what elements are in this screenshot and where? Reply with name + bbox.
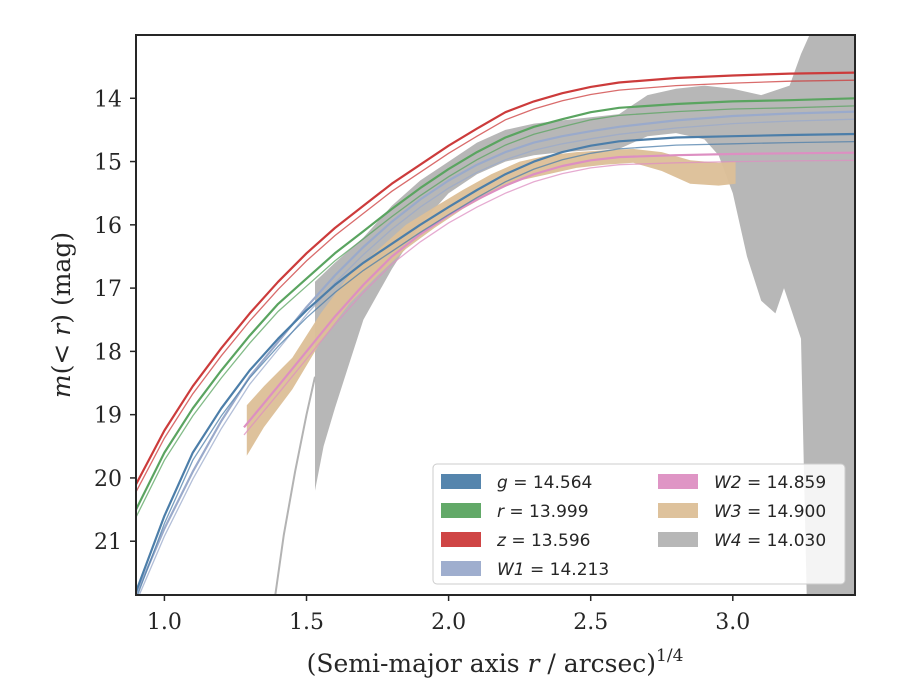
x-axis: 1.0 1.5 2.0 2.5 3.0 [147, 595, 750, 635]
legend-swatch-w3 [658, 503, 698, 518]
series-band-edge-g [136, 140, 855, 595]
y-tick-label: 19 [94, 404, 122, 429]
legend-label-w4: W4 = 14.030 [714, 531, 826, 551]
y-tick-label: 14 [94, 87, 122, 112]
series-line-w1 [136, 110, 855, 595]
series-band-w3 [246, 148, 736, 456]
y-axis: 14 15 16 17 18 19 20 21 [94, 87, 136, 555]
y-tick-label: 17 [94, 277, 122, 302]
x-axis-label: (Semi-major axis r / arcsec)1/4 [307, 646, 684, 678]
x-tick-label: 2.0 [431, 610, 466, 635]
series-line-w2 [243, 151, 855, 429]
series-band-w4 [315, 35, 855, 595]
axes-frame [135, 34, 856, 596]
series-band-edge-r [136, 105, 855, 518]
legend-swatch-r [441, 503, 481, 518]
series-line-z [136, 71, 855, 485]
series-band-edge-w1 [138, 118, 855, 595]
series-line-g [136, 132, 855, 593]
y-tick-label: 20 [94, 467, 122, 492]
legend-label-z: z = 13.596 [496, 531, 590, 551]
y-axis-label: m(< r) (mag) [47, 232, 76, 398]
series-line-w4-extension [274, 376, 316, 595]
y-tick-label: 21 [94, 530, 122, 555]
y-tick-label: 16 [94, 214, 122, 239]
x-tick-label: 1.0 [147, 610, 182, 635]
legend-label-g: g = 14.564 [497, 473, 592, 493]
legend-swatch-g [441, 474, 481, 489]
legend-label-w2: W2 = 14.859 [714, 473, 826, 493]
legend-label-w1: W1 = 14.213 [497, 560, 609, 580]
legend-swatch-w1 [441, 561, 481, 576]
y-tick-label: 15 [94, 151, 122, 176]
y-tick-label: 18 [94, 340, 122, 365]
legend-swatch-w4 [658, 532, 698, 547]
legend-label-r: r = 13.999 [497, 502, 589, 522]
x-tick-label: 1.5 [289, 610, 324, 635]
x-tick-label: 2.5 [573, 610, 608, 635]
series-band-edge-z [136, 79, 855, 493]
plot-area [136, 35, 855, 595]
legend: g = 14.564 r = 13.999 z = 13.596 W1 = 14.21… [432, 463, 846, 585]
legend-swatch-w2 [658, 474, 698, 489]
legend-box [432, 463, 846, 585]
legend-label-w3: W3 = 14.900 [714, 502, 826, 522]
legend-swatch-z [441, 532, 481, 547]
series-band-edge-w2 [243, 159, 855, 436]
series-line-r [136, 97, 855, 511]
x-tick-label: 3.0 [715, 610, 750, 635]
